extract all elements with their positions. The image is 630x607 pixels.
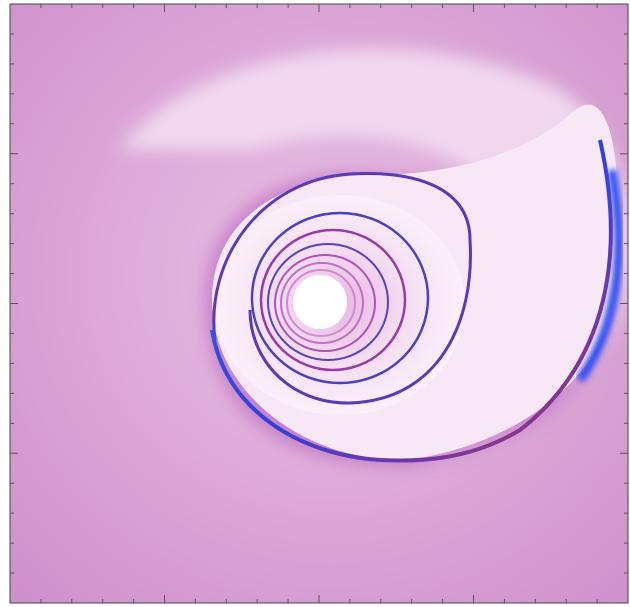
arm-edge — [212, 172, 472, 405]
ring — [286, 269, 356, 337]
ring — [250, 211, 430, 385]
outer-arm-edge — [210, 139, 613, 463]
ring — [267, 243, 389, 361]
ring — [280, 262, 364, 344]
image-area — [10, 4, 628, 603]
ticks — [10, 4, 628, 603]
inner-hole — [293, 275, 347, 329]
ring — [274, 254, 376, 352]
outer-arm-glow — [576, 169, 624, 383]
ring — [259, 228, 407, 372]
